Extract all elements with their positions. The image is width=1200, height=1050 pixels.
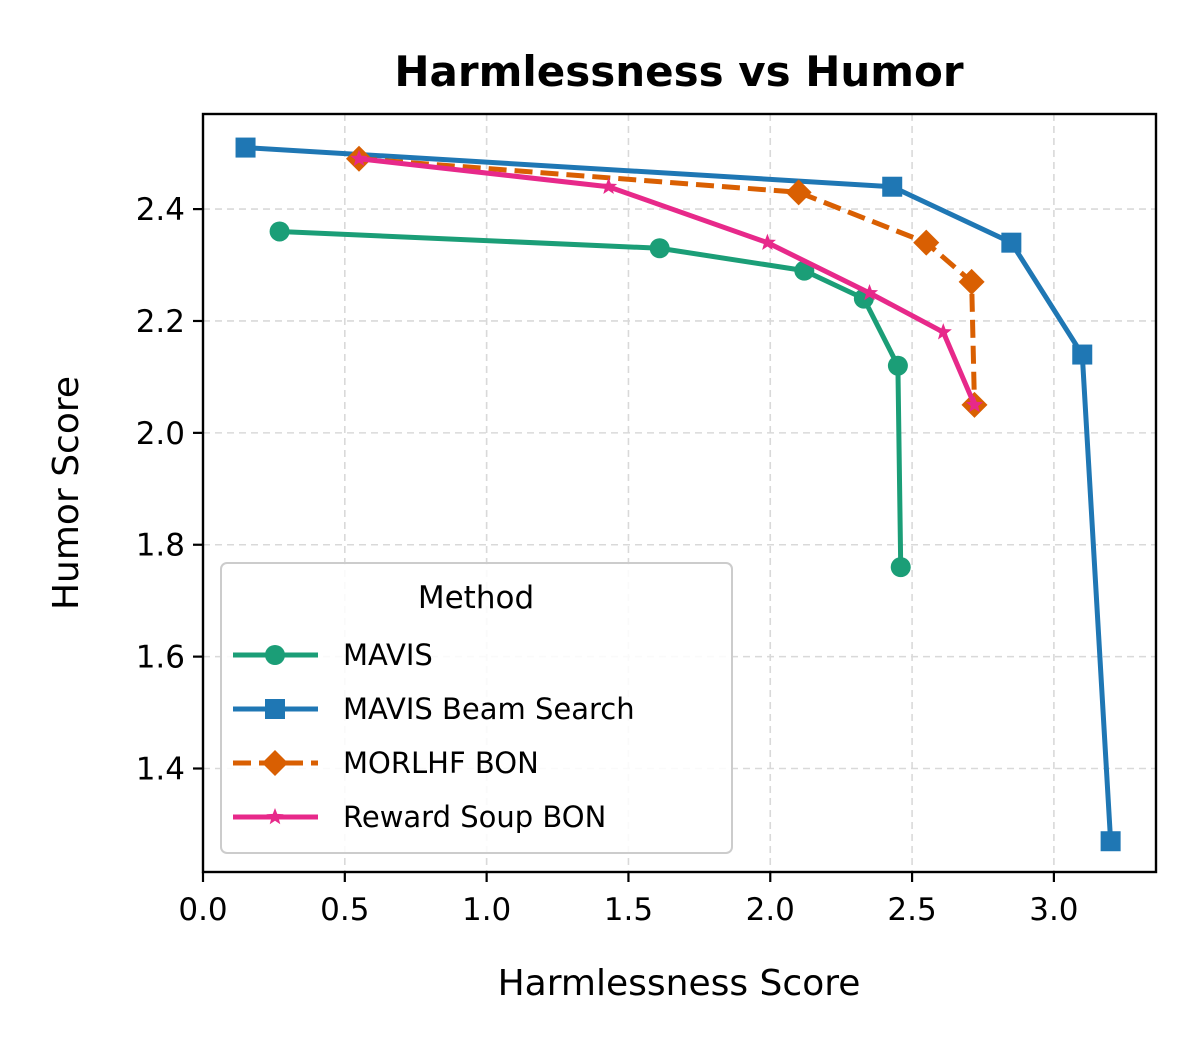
legend-swatch-marker	[266, 808, 284, 825]
y-tick-label: 1.8	[136, 528, 185, 564]
data-point	[758, 233, 776, 250]
legend-label: MORLHF BON	[343, 746, 539, 780]
series-line-reward-soup-bon	[356, 156, 977, 408]
legend-entry: Reward Soup BON	[233, 800, 606, 834]
plot-frame	[201, 112, 1158, 874]
legend-entry: MAVIS	[233, 638, 433, 672]
legend-label: MAVIS Beam Search	[343, 692, 635, 726]
series-mavis	[269, 221, 911, 578]
x-tick-label: 0.0	[178, 892, 227, 928]
data-point	[913, 229, 940, 256]
legend-label: MAVIS	[343, 638, 433, 672]
data-point	[1100, 831, 1121, 852]
data-point	[1072, 344, 1093, 365]
data-point	[1001, 232, 1022, 253]
series-line-mavis	[277, 228, 904, 570]
data-point	[649, 238, 670, 259]
data-point	[890, 557, 911, 578]
data-point	[887, 355, 908, 376]
legend: Method MAVIS MAVIS Beam Search MORLHF BON R…	[220, 562, 733, 854]
legend-label: Reward Soup BON	[343, 800, 606, 834]
legend-entry: MAVIS Beam Search	[233, 692, 635, 726]
series-layer	[235, 137, 1121, 852]
data-point	[958, 268, 985, 295]
x-axis-label: Harmlessness Score	[498, 963, 861, 1004]
series-line-morlhf-bon	[358, 156, 977, 405]
x-tick-label: 3.0	[1029, 892, 1078, 928]
data-point	[785, 179, 812, 206]
data-point	[269, 221, 290, 242]
x-tick-label: 2.5	[887, 892, 936, 928]
y-axis-label: Humor Score	[46, 376, 87, 610]
x-tick-label: 1.0	[462, 892, 511, 928]
chart-title: Harmlessness vs Humor	[394, 47, 964, 96]
y-axis-ticks: 1.4 1.6 1.8 2.0 2.2 2.4	[136, 192, 203, 788]
y-tick-label: 1.4	[136, 752, 185, 788]
data-point	[860, 284, 879, 301]
x-tick-label: 2.0	[746, 892, 795, 928]
data-point	[965, 395, 984, 413]
legend-swatch-marker	[265, 699, 285, 719]
y-tick-label: 2.0	[136, 416, 185, 452]
legend-box	[220, 562, 733, 854]
data-point	[235, 137, 256, 158]
data-point	[934, 323, 952, 340]
legend-title: Method	[418, 580, 534, 616]
legend-swatch-marker	[265, 645, 285, 665]
data-point	[600, 177, 618, 194]
series-mavis-beam-search	[235, 137, 1121, 852]
x-tick-label: 1.5	[604, 892, 653, 928]
legend-swatch-marker	[262, 750, 288, 776]
y-tick-label: 1.6	[136, 640, 185, 676]
x-tick-label: 0.5	[320, 892, 369, 928]
legend-entry: MORLHF BON	[233, 746, 539, 780]
data-point	[882, 176, 903, 197]
series-reward-soup-bon	[350, 149, 984, 413]
data-point	[350, 149, 368, 167]
y-tick-label: 2.2	[136, 304, 185, 340]
y-tick-label: 2.4	[136, 192, 185, 228]
x-axis-ticks: 0.0 0.5 1.0 1.5 2.0 2.5 3.0	[178, 872, 1079, 928]
legend-entries: MAVIS MAVIS Beam Search MORLHF BON Reward S…	[233, 638, 635, 834]
